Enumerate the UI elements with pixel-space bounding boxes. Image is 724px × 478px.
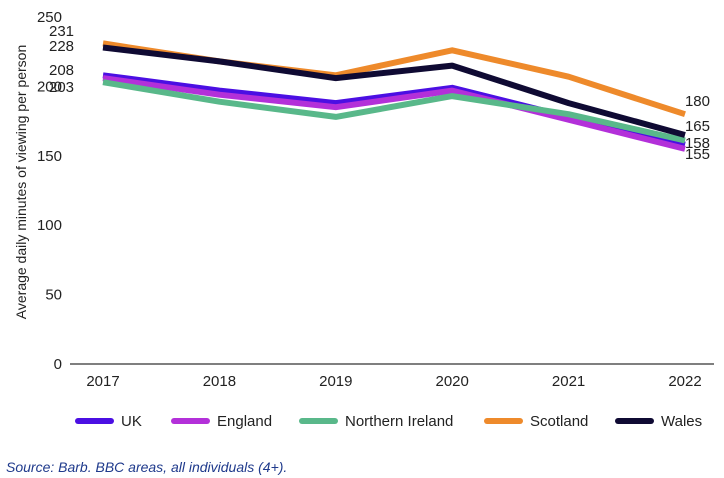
data-label: 203	[49, 79, 74, 96]
legend-item-england: England	[171, 413, 272, 430]
y-axis-ticks: 0 50 100 150 200 250	[37, 9, 62, 373]
data-label: 165	[685, 118, 710, 135]
y-tick-label: 50	[45, 287, 62, 304]
data-label: 228	[49, 38, 74, 55]
y-tick-label: 200	[37, 78, 62, 95]
legend-label: Northern Ireland	[345, 413, 453, 430]
legend-item-northern-ireland: Northern Ireland	[299, 413, 453, 430]
data-label: 158	[685, 135, 710, 152]
x-axis-ticks: 2017 2018 2019 2020 2021 2022	[86, 373, 701, 390]
y-tick-label: 0	[54, 356, 62, 373]
x-tick-label: 2021	[552, 373, 585, 390]
x-tick-label: 2018	[203, 373, 236, 390]
x-tick-label: 2019	[319, 373, 352, 390]
series-line-northern-ireland	[102, 79, 686, 144]
x-tick-label: 2022	[668, 373, 701, 390]
legend-item-uk: UK	[75, 413, 142, 430]
legend: UK England Northern Ireland Scotland Wales	[75, 413, 702, 430]
series-line-wales	[102, 44, 686, 138]
data-label: 155	[685, 146, 710, 163]
legend-label: Wales	[661, 413, 702, 430]
y-tick-label: 250	[37, 9, 62, 26]
source-note: Source: Barb. BBC areas, all individuals…	[6, 459, 288, 475]
legend-label: England	[217, 413, 272, 430]
legend-item-scotland: Scotland	[484, 413, 588, 430]
legend-item-wales: Wales	[615, 413, 702, 430]
series-lines	[102, 40, 686, 152]
series-line-england	[102, 75, 686, 152]
x-tick-label: 2017	[86, 373, 119, 390]
data-label: 180	[685, 93, 710, 110]
legend-label: UK	[121, 413, 142, 430]
data-label: 231	[49, 23, 74, 40]
data-label: 208	[49, 62, 74, 79]
legend-label: Scotland	[530, 413, 588, 430]
y-tick-label: 100	[37, 217, 62, 234]
x-tick-label: 2020	[436, 373, 469, 390]
y-tick-label: 150	[37, 148, 62, 165]
y-axis-title: Average daily minutes of viewing per per…	[13, 45, 29, 319]
